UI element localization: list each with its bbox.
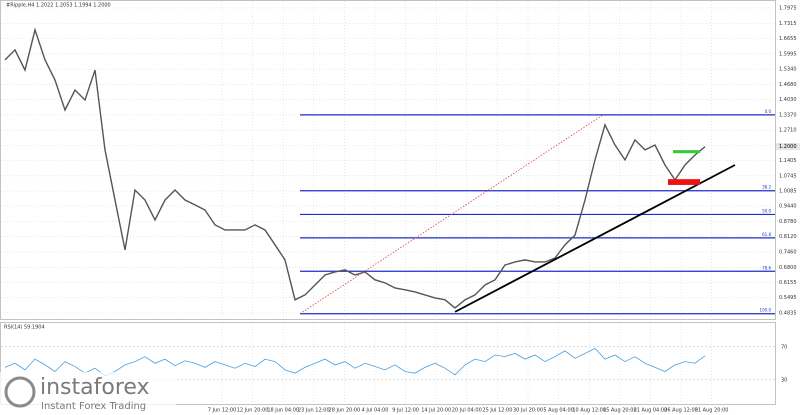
fib-label: 38.2 xyxy=(762,185,771,190)
x-tick-label: 4 Jul 04:00 xyxy=(362,408,389,414)
x-tick-label: 15 Aug 20:00 xyxy=(603,408,637,414)
x-tick-label: 14 Jul 20:00 xyxy=(421,408,451,414)
x-tick-label: 10 Aug 12:00 xyxy=(572,408,606,414)
y-tick-label: 1.4680 xyxy=(779,82,797,88)
y-tick-label: 0.7460 xyxy=(779,250,797,256)
logo-icon xyxy=(4,376,36,408)
fib-label: 100.0 xyxy=(760,308,772,313)
x-tick-label: 20 Jul 04:00 xyxy=(452,408,482,414)
y-tick-label: 1.3370 xyxy=(779,112,797,118)
x-tick-label: 25 Jul 12:00 xyxy=(482,408,512,414)
x-tick-label: 7 Jun 12:00 xyxy=(208,408,237,414)
rsi-title: RSI(14) 59.1904 xyxy=(4,325,45,331)
x-tick-label: 28 Jun 20:00 xyxy=(329,408,361,414)
y-tick-label: 1.4030 xyxy=(779,97,797,103)
y-tick-label: 0.4835 xyxy=(779,310,797,316)
y-tick-label: 0.6155 xyxy=(779,280,797,286)
y-tick-label: 1.0085 xyxy=(779,189,797,195)
fib-label: 61.8 xyxy=(762,232,771,237)
logo-backdrop xyxy=(0,372,176,415)
y-tick-label: 0.6800 xyxy=(779,265,797,271)
price-line xyxy=(4,27,706,309)
y-tick-label: 1.7315 xyxy=(779,21,797,27)
x-tick-label: 5 Aug 04:00 xyxy=(543,408,574,414)
logo-tagline: Instant Forex Trading xyxy=(41,401,146,412)
y-tick-label: 0.5495 xyxy=(779,295,797,301)
y-tick-label: 1.2710 xyxy=(779,128,797,134)
fib-anchor-line xyxy=(299,114,604,315)
y-tick-label: 1.5995 xyxy=(779,51,797,57)
y-tick-label: 1.1405 xyxy=(779,158,797,164)
trendline xyxy=(454,164,736,313)
fib-label: 0.0 xyxy=(765,109,772,114)
x-tick-label: 21 Aug 04:00 xyxy=(634,408,668,414)
rsi-frame xyxy=(0,322,776,405)
y-tick-label: 1.7975 xyxy=(779,6,797,12)
y-tick-label: 1.0745 xyxy=(779,173,797,179)
y-tick-label: 1.6655 xyxy=(779,36,797,42)
y-tick-label: 1.5340 xyxy=(779,67,797,73)
last-price-label: 1.2000 xyxy=(779,144,797,150)
fib-label: 78.6 xyxy=(762,265,771,270)
chart-title: #Ripple,H4 1.2022 1.2053 1.1994 1.2000 xyxy=(6,3,111,9)
x-tick-label: 23 Jun 12:00 xyxy=(298,408,330,414)
rsi-tick-label: 30 xyxy=(781,377,787,383)
x-tick-label: 18 Jun 04:00 xyxy=(267,408,299,414)
y-tick-label: 0.8780 xyxy=(779,219,797,225)
x-tick-label: 9 Jul 12:00 xyxy=(392,408,419,414)
last-price-box xyxy=(776,143,800,151)
rsi-tick-label: 70 xyxy=(781,344,787,350)
logo-name: instaforex xyxy=(40,375,150,400)
x-tick-label: 31 Aug 20:00 xyxy=(695,408,729,414)
fib-label: 50.0 xyxy=(762,208,771,213)
x-tick-label: 30 Jul 20:00 xyxy=(513,408,543,414)
rsi-line xyxy=(4,347,706,377)
y-tick-label: 0.9440 xyxy=(779,204,797,210)
x-tick-label: 12 Jun 20:00 xyxy=(237,408,269,414)
y-tick-label: 0.8120 xyxy=(779,234,797,240)
target-box xyxy=(673,150,700,154)
x-tick-label: 26 Aug 12:00 xyxy=(664,408,698,414)
stop-box xyxy=(668,179,700,185)
main-frame xyxy=(0,0,776,320)
